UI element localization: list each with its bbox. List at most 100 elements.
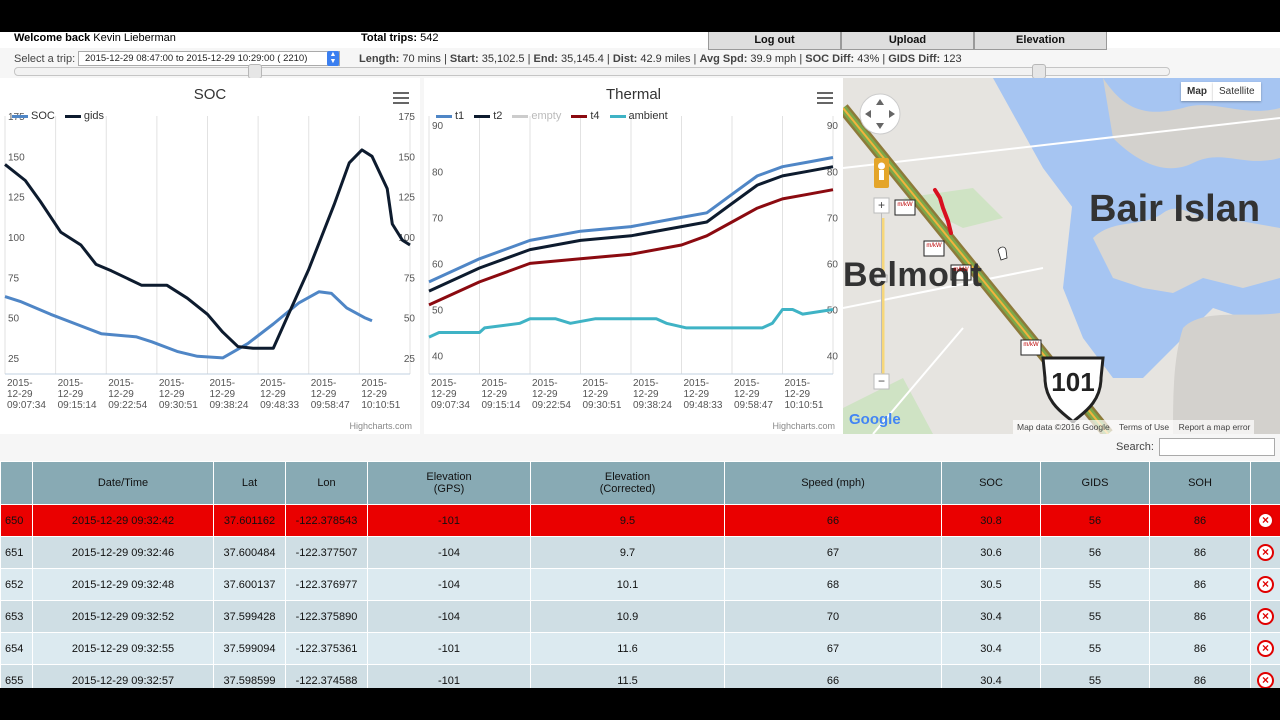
thermal-legend: t1 t2 empty t4 ambient	[436, 110, 678, 122]
upload-button[interactable]: Upload	[841, 32, 974, 50]
column-header[interactable]: SOH	[1149, 461, 1251, 505]
delete-row-icon[interactable]: ×	[1257, 576, 1274, 593]
delete-row-icon[interactable]: ×	[1257, 640, 1274, 657]
cell-soc: 30.5	[941, 568, 1041, 601]
cell-soh: 86	[1149, 536, 1251, 569]
column-header[interactable]: Speed (mph)	[724, 461, 942, 505]
table-row[interactable]: 652 2015-12-29 09:32:48 37.600137 -122.3769…	[0, 568, 1280, 601]
column-header[interactable]: Lat	[213, 461, 286, 505]
cell-lat: 37.601162	[213, 504, 286, 537]
report-error-link[interactable]: Report a map error	[1178, 422, 1251, 432]
series-line-t2	[428, 165, 834, 293]
cell-soc: 30.6	[941, 536, 1041, 569]
y-tick-label: 60	[432, 259, 444, 270]
column-header[interactable]: Date/Time	[32, 461, 214, 505]
range-end-handle[interactable]	[1032, 64, 1047, 79]
cell-soc: 30.8	[941, 504, 1041, 537]
cell-id: 652	[0, 568, 33, 601]
logout-button[interactable]: Log out	[708, 32, 841, 50]
soc-credits[interactable]: Highcharts.com	[349, 421, 412, 431]
map-canvas[interactable]	[843, 78, 1280, 434]
x-tick-label: 2015-12-29 09:07:34	[7, 378, 46, 411]
map-marker[interactable]: m/kW	[953, 267, 969, 273]
column-header[interactable]: GIDS	[1040, 461, 1150, 505]
search-input[interactable]	[1159, 438, 1275, 456]
column-header[interactable]: Lon	[285, 461, 368, 505]
table-body: 650 2015-12-29 09:32:42 37.601162 -122.3785…	[0, 504, 1280, 688]
thermal-chart-menu-icon[interactable]	[817, 92, 833, 104]
legend-swatch	[474, 114, 491, 118]
y-tick-label-right: 70	[827, 213, 839, 224]
table-row[interactable]: 655 2015-12-29 09:32:57 37.598599 -122.3745…	[0, 664, 1280, 688]
cell-datetime: 2015-12-29 09:32:48	[32, 568, 214, 601]
thermal-chart: 40 40 50 50 60 60 70 70 80 80 90 90 2015-12-29 09:07:…	[424, 78, 843, 434]
legend-label: empty	[531, 110, 562, 122]
legend-item-t1[interactable]: t1	[436, 110, 464, 122]
cell-gids: 55	[1040, 568, 1150, 601]
soc-chart-svg: 2525505075751001001251251501501751752015…	[4, 112, 416, 411]
cell-soc: 30.4	[941, 664, 1041, 688]
map-marker[interactable]: m/kW	[1023, 342, 1039, 348]
cell-gids: 55	[1040, 600, 1150, 633]
legend-swatch	[12, 114, 28, 118]
column-header[interactable]: Elevation (Corrected)	[530, 461, 725, 505]
legend-swatch	[571, 114, 588, 118]
zoom-out-button[interactable]: −	[877, 374, 885, 388]
table-row[interactable]: 650 2015-12-29 09:32:42 37.601162 -122.3785…	[0, 504, 1280, 537]
y-tick-label-right: 40	[827, 352, 839, 363]
soc-chart-menu-icon[interactable]	[393, 92, 409, 104]
legend-item-t4[interactable]: t4	[571, 110, 600, 122]
x-tick-label: 2015-12-29 09:22:54	[532, 378, 571, 411]
delete-row-icon[interactable]: ×	[1257, 544, 1274, 561]
legend-item-gids[interactable]: gids	[64, 110, 104, 122]
welcome-text: Welcome back Kevin Lieberman	[14, 32, 176, 44]
legend-swatch	[609, 114, 626, 118]
column-header[interactable]: SOC	[941, 461, 1041, 505]
cell-gids: 56	[1040, 504, 1150, 537]
total-trips-value: 542	[420, 32, 439, 44]
cell-elev-corr: 9.5	[530, 504, 725, 537]
cell-gids: 56	[1040, 536, 1150, 569]
map-type-satellite-button[interactable]: Satellite	[1213, 82, 1261, 101]
delete-row-icon[interactable]: ×	[1257, 608, 1274, 625]
x-tick-label: 2015-12-29 10:10:51	[361, 378, 400, 411]
delete-row-icon[interactable]: ×	[1257, 512, 1274, 529]
table-row[interactable]: 653 2015-12-29 09:32:52 37.599428 -122.3758…	[0, 600, 1280, 633]
y-tick-label: 90	[432, 121, 444, 132]
y-tick-label-right: 50	[404, 314, 416, 325]
zoom-in-button[interactable]: +	[877, 198, 885, 212]
cell-lat: 37.600484	[213, 536, 286, 569]
delete-row-icon[interactable]: ×	[1257, 672, 1274, 688]
y-tick-label: 100	[8, 233, 25, 244]
thermal-credits[interactable]: Highcharts.com	[772, 421, 835, 431]
legend-item-empty[interactable]: empty	[512, 110, 561, 122]
map-marker[interactable]: m/kW	[926, 243, 942, 249]
trip-end: 35,145.4	[561, 53, 604, 65]
trip-map[interactable]: + − Bair Islan Belmont 101 m/kW m/kW m/k…	[843, 78, 1280, 434]
cell-delete: ×	[1250, 600, 1280, 633]
legend-item-SOC[interactable]: SOC	[12, 110, 55, 122]
x-tick-label: 2015-12-29 09:48:33	[684, 378, 723, 411]
elevation-button[interactable]: Elevation	[974, 32, 1107, 50]
cell-speed: 67	[724, 632, 942, 665]
legend-label: t4	[590, 110, 600, 122]
y-tick-label: 70	[432, 213, 444, 224]
terms-link[interactable]: Terms of Use	[1119, 422, 1170, 432]
map-type-map-button[interactable]: Map	[1181, 82, 1213, 101]
y-tick-label: 75	[8, 273, 20, 284]
y-tick-label: 50	[432, 306, 444, 317]
trip-select[interactable]: 2015-12-29 08:47:00 to 2015-12-29 10:29:…	[78, 51, 340, 66]
range-start-handle[interactable]	[248, 64, 263, 79]
y-tick-label: 125	[8, 193, 25, 204]
column-header[interactable]: Elevation (GPS)	[367, 461, 531, 505]
cell-lat: 37.598599	[213, 664, 286, 688]
table-row[interactable]: 654 2015-12-29 09:32:55 37.599094 -122.3753…	[0, 632, 1280, 665]
table-row[interactable]: 651 2015-12-29 09:32:46 37.600484 -122.3775…	[0, 536, 1280, 569]
cell-elev-gps: -101	[367, 504, 531, 537]
user-name: Kevin Lieberman	[93, 32, 176, 44]
map-marker[interactable]: m/kW	[897, 202, 913, 208]
time-range-slider[interactable]	[14, 64, 1170, 79]
cell-gids: 55	[1040, 664, 1150, 688]
legend-item-ambient[interactable]: ambient	[609, 110, 668, 122]
legend-item-t2[interactable]: t2	[474, 110, 502, 122]
